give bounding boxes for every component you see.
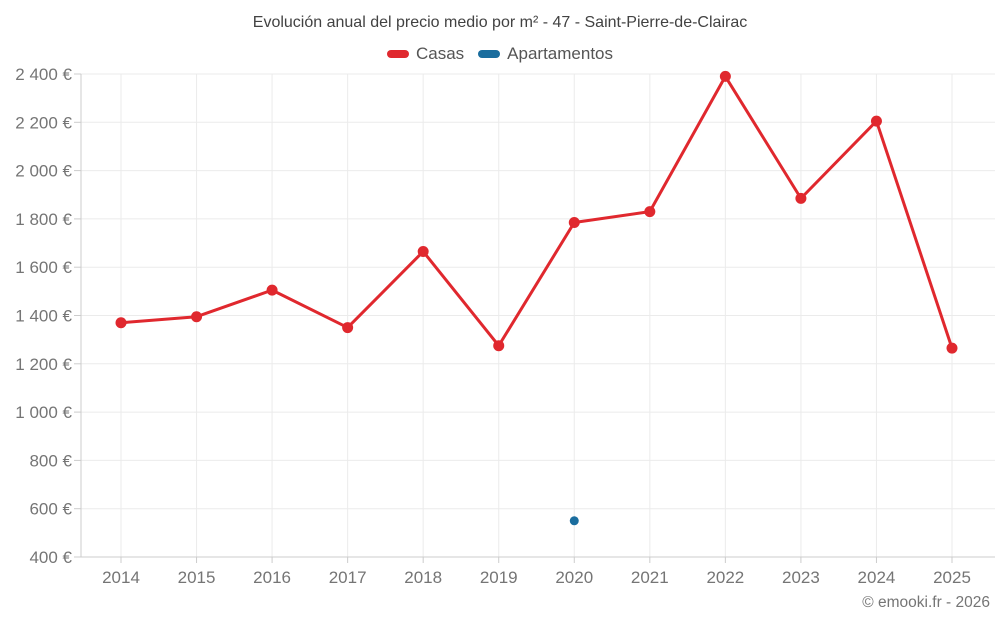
data-point-casas[interactable]	[719, 70, 731, 82]
y-tick-label: 2 200 €	[15, 113, 72, 132]
copyright: © emooki.fr - 2026	[862, 594, 990, 611]
x-tick-label: 2018	[404, 568, 442, 587]
data-point-casas[interactable]	[342, 322, 354, 334]
x-tick-label: 2014	[102, 568, 140, 587]
x-tick-label: 2020	[555, 568, 593, 587]
data-point-casas[interactable]	[946, 342, 958, 354]
y-tick-label: 2 000 €	[15, 162, 72, 181]
data-point-casas[interactable]	[417, 246, 429, 258]
data-point-casas[interactable]	[568, 217, 580, 229]
legend-swatch-casas	[386, 50, 409, 58]
y-tick-label: 600 €	[29, 500, 72, 519]
x-tick-label: 2025	[933, 568, 971, 587]
x-tick-label: 2023	[782, 568, 820, 587]
legend-item-apartamentos: Apartamentos	[478, 44, 613, 64]
y-tick-label: 1 000 €	[15, 403, 72, 422]
data-point-apartamentos[interactable]	[569, 516, 579, 526]
data-point-casas[interactable]	[870, 115, 882, 127]
x-tick-label: 2019	[480, 568, 518, 587]
legend-item-casas: Casas	[386, 44, 465, 64]
data-point-casas[interactable]	[191, 311, 203, 323]
data-point-casas[interactable]	[795, 192, 807, 204]
y-tick-label: 1 600 €	[15, 258, 72, 277]
data-point-casas[interactable]	[115, 317, 127, 329]
x-tick-label: 2024	[858, 568, 896, 587]
legend-label: Apartamentos	[507, 44, 614, 63]
x-tick-label: 2017	[329, 568, 367, 587]
y-tick-label: 400 €	[29, 548, 72, 567]
data-point-casas[interactable]	[266, 284, 278, 296]
data-point-casas[interactable]	[644, 206, 656, 218]
y-tick-label: 1 800 €	[15, 210, 72, 229]
y-tick-label: 2 400 €	[15, 65, 72, 84]
chart-legend: Casas Apartamentos	[0, 44, 1000, 64]
x-tick-label: 2016	[253, 568, 291, 587]
y-tick-label: 1 400 €	[15, 307, 72, 326]
legend-swatch-apartamentos	[478, 50, 501, 58]
x-tick-label: 2022	[706, 568, 744, 587]
legend-label: Casas	[415, 44, 465, 63]
data-point-casas[interactable]	[493, 340, 505, 352]
series-line-casas	[119, 74, 954, 350]
y-tick-label: 800 €	[29, 451, 72, 470]
x-tick-label: 2021	[631, 568, 669, 587]
chart-title: Evolución anual del precio medio por m² …	[252, 14, 748, 31]
x-tick-label: 2015	[178, 568, 216, 587]
y-tick-label: 1 200 €	[15, 355, 72, 374]
